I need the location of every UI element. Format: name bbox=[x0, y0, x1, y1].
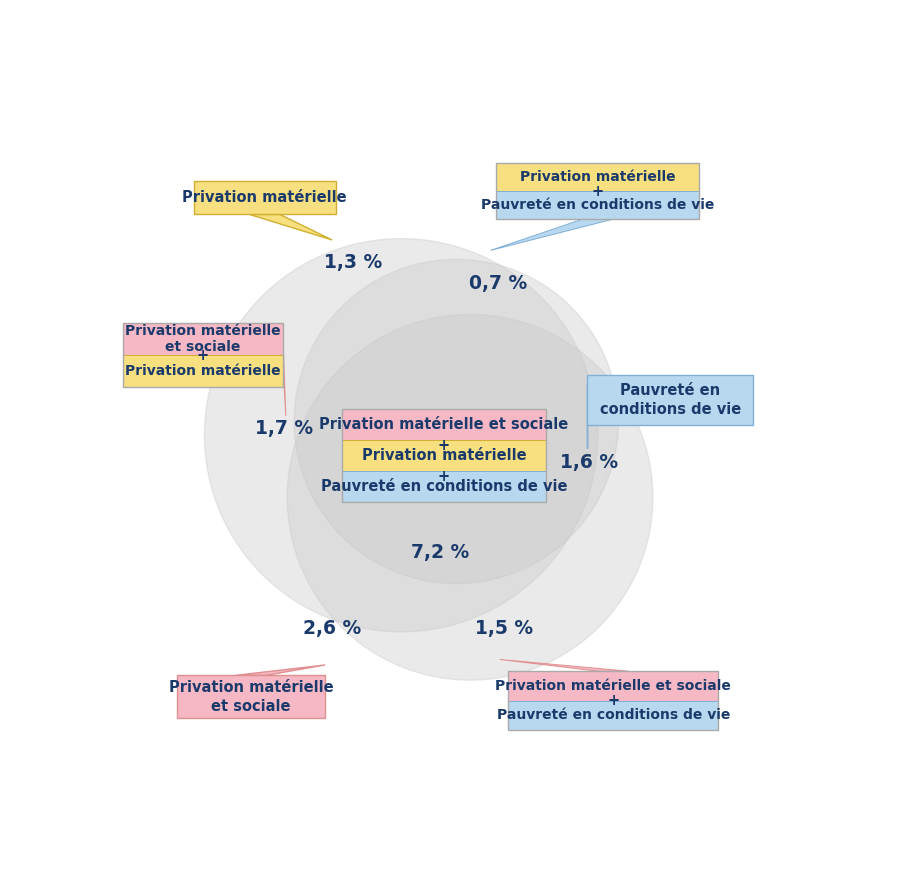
Circle shape bbox=[205, 238, 597, 632]
Text: Privation matérielle: Privation matérielle bbox=[361, 448, 527, 463]
Circle shape bbox=[294, 259, 618, 583]
FancyBboxPatch shape bbox=[342, 409, 545, 441]
Text: 2,6 %: 2,6 % bbox=[303, 619, 361, 638]
Text: 0,7 %: 0,7 % bbox=[468, 274, 527, 293]
FancyBboxPatch shape bbox=[495, 191, 699, 220]
FancyBboxPatch shape bbox=[177, 676, 326, 718]
Text: Privation matérielle
et sociale: Privation matérielle et sociale bbox=[126, 324, 281, 355]
FancyBboxPatch shape bbox=[508, 671, 718, 701]
Text: Pauvreté en conditions de vie: Pauvreté en conditions de vie bbox=[481, 198, 714, 212]
Text: Privation matérielle et sociale: Privation matérielle et sociale bbox=[495, 679, 731, 693]
Text: Privation matérielle: Privation matérielle bbox=[126, 364, 281, 378]
Text: Privation matérielle et sociale: Privation matérielle et sociale bbox=[319, 418, 569, 433]
Text: Privation matérielle
et sociale: Privation matérielle et sociale bbox=[169, 680, 334, 713]
Text: +: + bbox=[197, 348, 209, 363]
Text: 1,5 %: 1,5 % bbox=[475, 619, 534, 638]
Text: Privation matérielle: Privation matérielle bbox=[182, 190, 347, 205]
Text: 1,7 %: 1,7 % bbox=[255, 418, 313, 438]
Polygon shape bbox=[236, 665, 326, 676]
Text: 1,6 %: 1,6 % bbox=[561, 453, 618, 472]
Text: Pauvreté en
conditions de vie: Pauvreté en conditions de vie bbox=[599, 383, 741, 417]
Text: 7,2 %: 7,2 % bbox=[411, 543, 469, 562]
Polygon shape bbox=[283, 340, 286, 416]
FancyBboxPatch shape bbox=[194, 181, 335, 214]
FancyBboxPatch shape bbox=[123, 355, 283, 387]
FancyBboxPatch shape bbox=[123, 323, 283, 355]
Polygon shape bbox=[249, 214, 332, 240]
Text: Privation matérielle: Privation matérielle bbox=[519, 170, 675, 184]
Polygon shape bbox=[500, 659, 629, 671]
FancyBboxPatch shape bbox=[495, 163, 699, 191]
Polygon shape bbox=[491, 220, 613, 250]
Text: +: + bbox=[438, 437, 450, 452]
Text: 1,3 %: 1,3 % bbox=[324, 254, 382, 272]
Text: +: + bbox=[591, 184, 604, 199]
FancyBboxPatch shape bbox=[342, 441, 545, 471]
Text: +: + bbox=[607, 693, 619, 708]
Text: Pauvreté en conditions de vie: Pauvreté en conditions de vie bbox=[320, 479, 567, 495]
FancyBboxPatch shape bbox=[342, 471, 545, 503]
FancyBboxPatch shape bbox=[588, 375, 753, 425]
Text: Pauvreté en conditions de vie: Pauvreté en conditions de vie bbox=[497, 708, 730, 722]
Circle shape bbox=[287, 314, 653, 680]
Text: +: + bbox=[438, 469, 450, 484]
FancyBboxPatch shape bbox=[508, 701, 718, 730]
